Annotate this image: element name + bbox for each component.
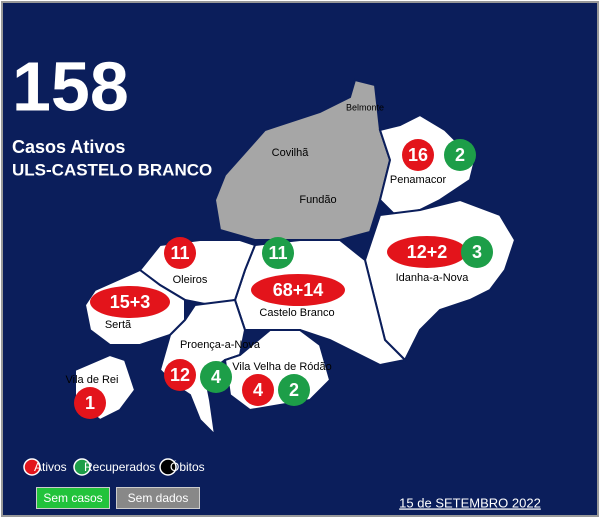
badge-value: 1 (85, 393, 95, 413)
region-name: Oleiros (173, 274, 208, 286)
badge (242, 374, 274, 406)
badge-value: 15+3 (110, 292, 151, 312)
legend-dot (23, 458, 41, 476)
date: 15 de SETEMBRO 2022 (399, 495, 541, 510)
region-name: Castelo Branco (259, 307, 334, 319)
badge (251, 274, 345, 306)
legend-label: Recuperados (84, 460, 155, 474)
region-name: Belmonte (346, 102, 384, 112)
badge (164, 237, 196, 269)
subtitle: Casos Ativos (12, 137, 125, 157)
badge-value: 2 (289, 380, 299, 400)
region-name: Vila Velha de Ródão (232, 361, 332, 373)
badge (402, 139, 434, 171)
badge (387, 236, 467, 268)
badge (444, 139, 476, 171)
badge-value: 4 (211, 367, 221, 387)
badge (278, 374, 310, 406)
total-cases: 158 (12, 47, 129, 125)
badge-value: 11 (170, 243, 189, 263)
legend-label: Óbitos (170, 459, 205, 474)
badge-value: 4 (253, 380, 263, 400)
badge (74, 387, 106, 419)
badge-value: 12+2 (407, 242, 448, 262)
region-name: Idanha-a-Nova (396, 272, 470, 284)
legend-label: Ativos (34, 460, 67, 474)
badge-value: 68+14 (273, 280, 324, 300)
region-name: Fundão (299, 194, 336, 206)
badge (200, 361, 232, 393)
badge-value: 3 (472, 242, 482, 262)
legend-dot (159, 458, 177, 476)
region-name: Proença-a-Nova (180, 339, 261, 351)
legend-dot (73, 458, 91, 476)
region-name: Sertã (105, 319, 132, 331)
region-name: Covilhã (272, 147, 310, 159)
badge-value: 11 (268, 243, 287, 263)
badge-value: 12 (170, 365, 190, 385)
region-name: Vila de Rei (66, 374, 119, 386)
badge (262, 237, 294, 269)
region-title: ULS-CASTELO BRANCO (12, 160, 212, 179)
badge (90, 286, 170, 318)
badge-value: 2 (455, 145, 465, 165)
district-proenca (158, 298, 247, 438)
badge (164, 359, 196, 391)
region-name: Penamacor (390, 174, 447, 186)
badge-value: 16 (408, 145, 428, 165)
badge (461, 236, 493, 268)
button[interactable]: Sem dados (116, 487, 200, 509)
button[interactable]: Sem casos (36, 487, 110, 509)
